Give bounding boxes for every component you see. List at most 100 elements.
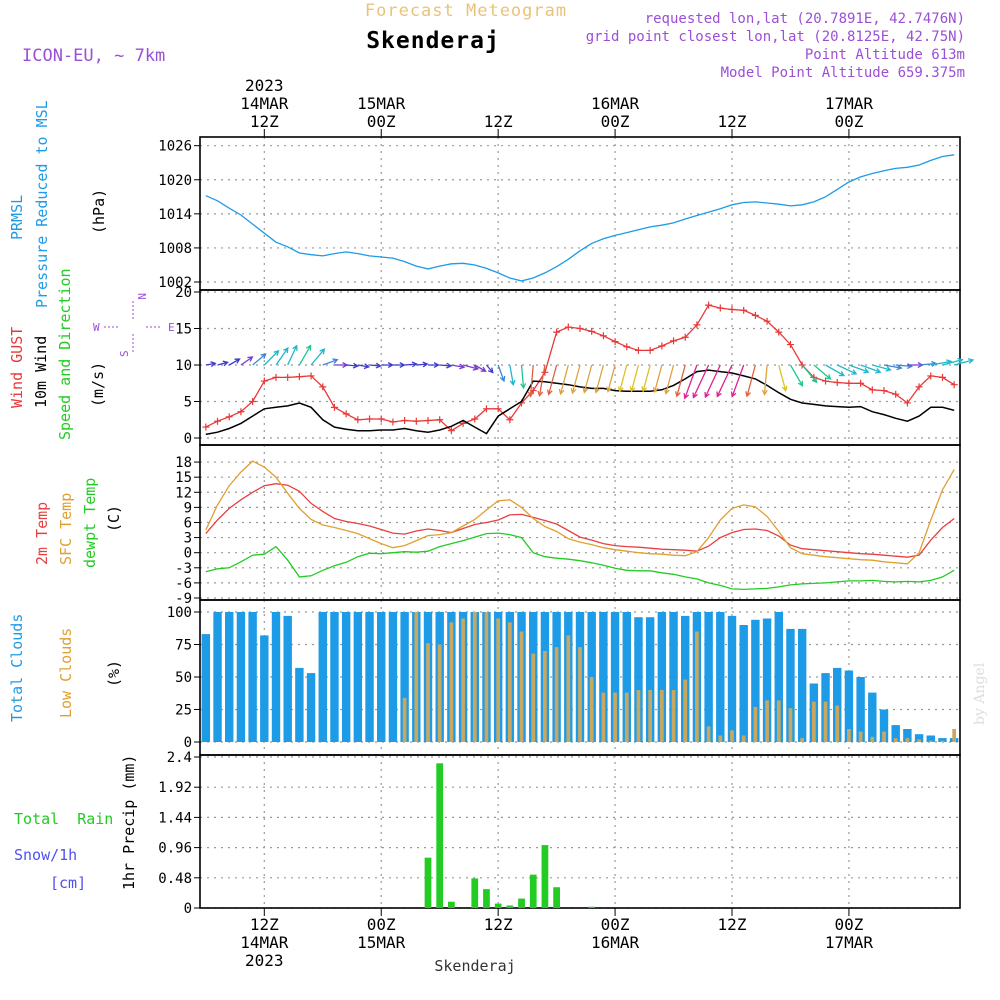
top-tick-label-3-0: 16MAR bbox=[591, 94, 640, 113]
total-cloud-bar-4 bbox=[248, 612, 257, 742]
wind-arrow-54 bbox=[836, 364, 858, 375]
gust-marker-31 bbox=[564, 323, 572, 331]
wind-arrow-12 bbox=[346, 362, 360, 369]
wind-arrow-11 bbox=[334, 362, 349, 368]
wind-label: 10m Wind bbox=[32, 336, 50, 408]
wind-arrow-51 bbox=[801, 364, 818, 384]
wind-arrow-34 bbox=[594, 364, 605, 394]
total-cloud-bar-39 bbox=[657, 612, 667, 742]
wind-arrow-8 bbox=[298, 344, 312, 366]
gust-marker-29 bbox=[541, 368, 549, 376]
info-line-2: grid point closest lon,lat (20.8125E, 42… bbox=[586, 29, 965, 45]
total-cloud-bar-0 bbox=[201, 634, 211, 742]
wind-arrow-5 bbox=[263, 349, 280, 366]
total-cloud-bar-5 bbox=[260, 635, 269, 742]
gust-marker-49 bbox=[775, 328, 783, 336]
low-cloud-bar-18 bbox=[414, 612, 419, 742]
gust-marker-38 bbox=[646, 346, 654, 354]
wind-arrow-33 bbox=[582, 364, 593, 394]
total-cloud-bar-10 bbox=[318, 612, 327, 742]
total-cloud-bar-13 bbox=[353, 612, 363, 742]
rain-bar-20 bbox=[436, 763, 444, 908]
total-cloud-bar-60 bbox=[903, 729, 912, 742]
bottom-tick-label-0-1: 14MAR bbox=[240, 933, 289, 952]
low-cloud-bar-36 bbox=[624, 692, 629, 742]
wind-compass: N S W E bbox=[93, 293, 175, 357]
ytick-label-2-8: 15 bbox=[175, 470, 192, 486]
low-cloud-bar-56 bbox=[858, 731, 863, 742]
total-cloud-bar-54 bbox=[833, 667, 842, 742]
top-tick-label-0-1: 14MAR bbox=[240, 94, 289, 113]
gust-marker-2 bbox=[225, 413, 233, 421]
gust-marker-56 bbox=[857, 379, 865, 387]
wind-arrow-16 bbox=[392, 362, 406, 368]
total-cloud-bar-35 bbox=[610, 612, 620, 742]
total-cloud-bar-15 bbox=[377, 612, 386, 742]
wind-arrow-32 bbox=[570, 364, 581, 395]
ytick-label-2-2: -3 bbox=[175, 561, 192, 577]
wind-arrow-64 bbox=[953, 358, 975, 366]
low-cloud-bar-62 bbox=[928, 740, 933, 742]
total-cloud-bar-56 bbox=[856, 677, 865, 742]
wind-arrow-1 bbox=[217, 360, 229, 367]
low-cloud-bar-54 bbox=[835, 705, 840, 742]
gust-marker-61 bbox=[915, 383, 923, 391]
supertitle: Forecast Meteogram bbox=[365, 1, 567, 21]
ytick-label-1-2: 10 bbox=[175, 358, 192, 374]
total-cloud-bar-62 bbox=[926, 735, 935, 742]
low-cloud-bar-19 bbox=[426, 643, 430, 742]
bottom-tick-label-3-1: 16MAR bbox=[591, 933, 640, 952]
ytick-label-0-3: 1020 bbox=[158, 173, 192, 189]
low-cloud-bar-53 bbox=[823, 701, 828, 742]
ytick-label-0-0: 1002 bbox=[158, 275, 192, 291]
wind-arrow-48 bbox=[761, 364, 768, 396]
gust-marker-24 bbox=[482, 405, 490, 413]
ytick-label-4-3: 1.44 bbox=[158, 810, 192, 826]
gust-marker-32 bbox=[576, 325, 584, 332]
gust-marker-42 bbox=[693, 321, 701, 329]
gust-marker-1 bbox=[214, 417, 222, 425]
wind-arrow-52 bbox=[813, 364, 832, 380]
total-cloud-bar-38 bbox=[645, 617, 655, 742]
ytick-label-4-4: 1.92 bbox=[158, 780, 192, 796]
ms-label: (m/s) bbox=[89, 362, 107, 407]
gust-marker-33 bbox=[588, 327, 596, 335]
top-tick-label-0-2: 12Z bbox=[250, 112, 279, 131]
wind-arrow-49 bbox=[778, 364, 788, 393]
wind-arrow-14 bbox=[369, 362, 382, 369]
wind-arrow-4 bbox=[252, 353, 267, 366]
ytick-label-2-0: -9 bbox=[175, 591, 192, 607]
total-cloud-bar-14 bbox=[365, 612, 374, 742]
gust-marker-6 bbox=[272, 373, 280, 381]
wind-arrow-39 bbox=[652, 364, 663, 394]
gust-marker-37 bbox=[634, 346, 642, 354]
ytick-label-3-2: 50 bbox=[175, 670, 192, 686]
low-cloud-bar-37 bbox=[636, 690, 641, 742]
gust-marker-58 bbox=[880, 387, 888, 395]
wind-arrow-37 bbox=[629, 364, 640, 393]
low-cloud-bar-31 bbox=[566, 635, 571, 742]
total-cloud-bar-45 bbox=[727, 615, 737, 742]
gust-marker-21 bbox=[447, 427, 455, 435]
bottom-tick-label-0-2: 2023 bbox=[245, 951, 284, 970]
total-cloud-bar-57 bbox=[868, 692, 877, 742]
compass-south: S bbox=[118, 350, 131, 357]
wind-arrow-28 bbox=[527, 364, 534, 398]
total-cloud-bar-44 bbox=[716, 612, 725, 742]
sfc-temp-label: SFC Temp bbox=[57, 493, 75, 565]
low-cloud-bar-29 bbox=[543, 651, 547, 742]
total-cloud-bar-61 bbox=[914, 734, 924, 742]
direction-label: Speed and Direction bbox=[56, 268, 74, 440]
total-cloud-bar-3 bbox=[236, 612, 246, 742]
pressure-line bbox=[205, 154, 955, 282]
wind-arrow-21 bbox=[451, 363, 466, 370]
snow-label: Snow/1h bbox=[14, 846, 77, 864]
top-tick-label-1-1: 00Z bbox=[367, 112, 396, 131]
total-cloud-bar-48 bbox=[762, 618, 772, 742]
ytick-label-4-1: 0.48 bbox=[158, 871, 192, 887]
gust-marker-39 bbox=[658, 342, 666, 350]
total-cloud-bar-46 bbox=[739, 625, 748, 742]
low-cloud-bar-49 bbox=[776, 700, 781, 742]
total-cloud-bar-37 bbox=[634, 617, 643, 742]
gust-marker-64 bbox=[950, 381, 958, 389]
